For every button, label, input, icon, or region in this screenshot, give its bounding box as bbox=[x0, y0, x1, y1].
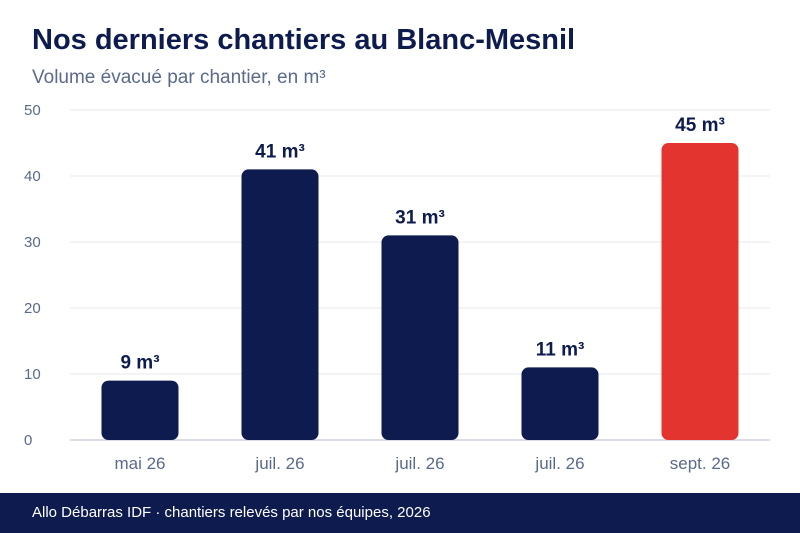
bar-chart: 0 10 20 30 40 50 9 m³ mai 26 41 m³ juil. 26 31 m³ j… bbox=[24, 102, 770, 473]
y-tick-label: 30 bbox=[24, 234, 41, 251]
chart-subtitle: Volume évacué par chantier, en m³ bbox=[32, 67, 326, 88]
bar-value-label: 31 m³ bbox=[395, 207, 445, 228]
footer-source: Allo Débarras IDF · chantiers relevés pa… bbox=[32, 504, 431, 521]
bar bbox=[521, 367, 599, 440]
y-tick-label: 0 bbox=[24, 432, 32, 449]
y-tick-label: 50 bbox=[24, 102, 41, 119]
bar bbox=[381, 235, 459, 440]
y-tick-label: 40 bbox=[24, 168, 41, 185]
bar-value-label: 45 m³ bbox=[675, 115, 725, 136]
x-tick-label: sept. 26 bbox=[670, 454, 731, 473]
y-tick-label: 20 bbox=[24, 300, 41, 317]
bar-value-label: 11 m³ bbox=[536, 339, 585, 360]
bar-value-label: 9 m³ bbox=[120, 353, 159, 374]
bar-value-label: 41 m³ bbox=[255, 141, 305, 162]
bar bbox=[101, 380, 179, 440]
chart-title: Nos derniers chantiers au Blanc-Mesnil bbox=[32, 24, 576, 56]
footer-bar: Allo Débarras IDF · chantiers relevés pa… bbox=[0, 493, 800, 533]
x-tick-label: mai 26 bbox=[114, 454, 165, 473]
bar bbox=[241, 169, 319, 440]
x-tick-label: juil. 26 bbox=[394, 454, 444, 473]
bar bbox=[661, 143, 739, 440]
x-tick-label: juil. 26 bbox=[534, 454, 584, 473]
x-tick-label: juil. 26 bbox=[254, 454, 304, 473]
y-tick-label: 10 bbox=[24, 366, 41, 383]
